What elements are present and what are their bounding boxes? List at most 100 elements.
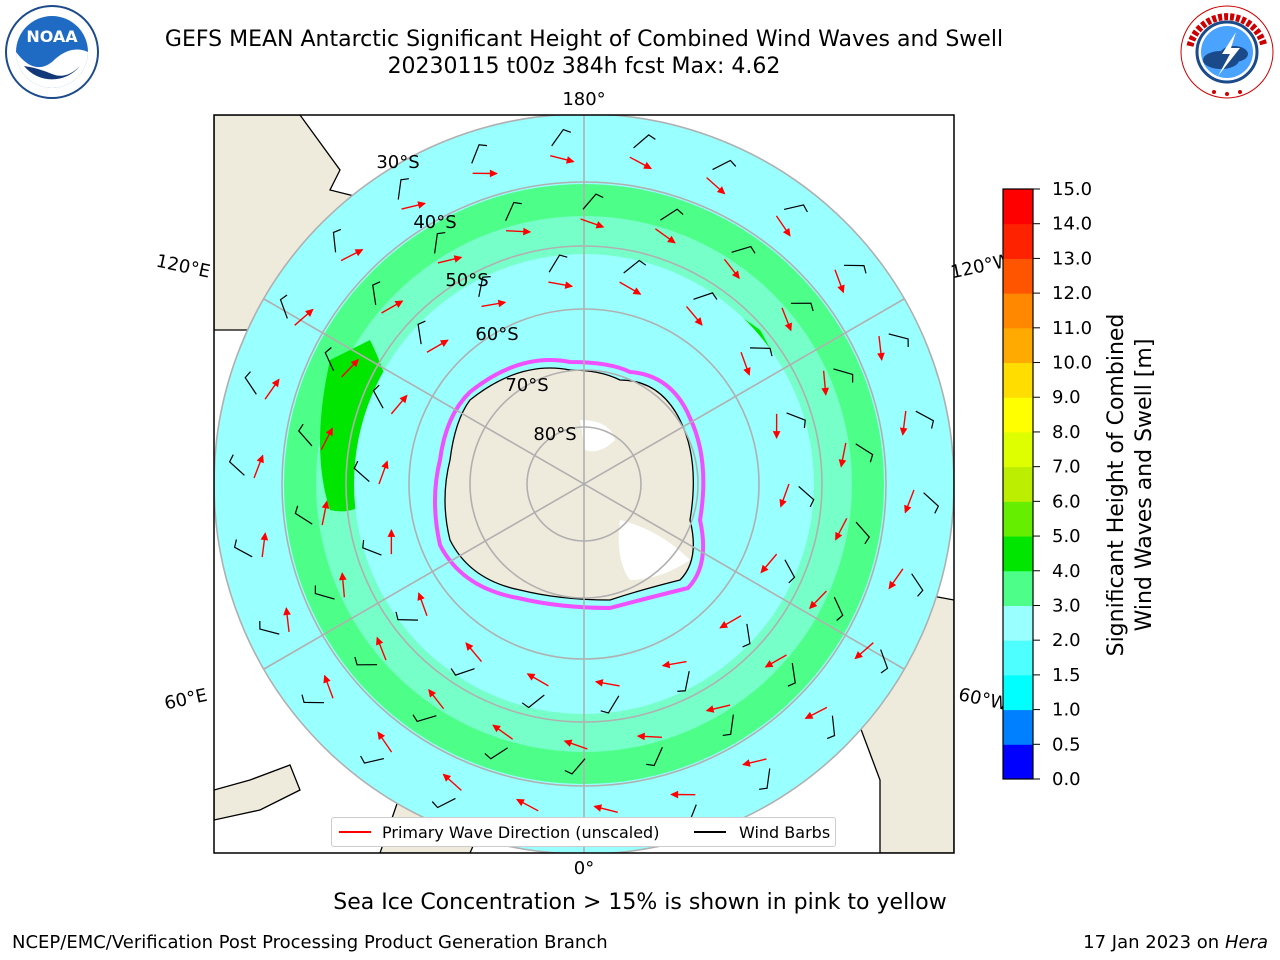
wave-arrow-head — [516, 798, 525, 807]
colorbar-tick-label: 4.0 — [1052, 561, 1081, 582]
colorbar-tick-label: 2.0 — [1052, 630, 1081, 651]
wind-barb — [434, 231, 446, 254]
colorbar-cell — [1003, 536, 1033, 572]
wave-arrow-head — [838, 459, 847, 468]
wave-arrow-head — [837, 284, 845, 294]
wind-barb — [564, 758, 586, 775]
wave-arrow-head — [661, 660, 671, 669]
colorbar-tick-label: 0.5 — [1052, 734, 1081, 755]
wind-barb — [712, 159, 737, 171]
wind-barb — [888, 333, 909, 347]
wind-barb — [471, 144, 488, 164]
wind-barb — [783, 204, 808, 213]
wind-barb — [677, 671, 690, 692]
wave-arrow-head — [523, 227, 532, 236]
wave-arrow-head — [376, 636, 384, 646]
wind-barb — [833, 596, 844, 621]
sea-ice-edge — [433, 358, 706, 611]
footer-date: 17 Jan 2023 on Hera — [1083, 932, 1268, 953]
wave-arrow-head — [417, 592, 425, 601]
wave-arrow-head — [705, 705, 715, 713]
colorbar-cell — [1003, 431, 1033, 468]
wave-arrow-head — [643, 161, 652, 170]
wind-barb — [600, 695, 620, 714]
wave-arrow-head — [399, 394, 408, 404]
wind-barb — [855, 521, 870, 545]
wind-barb — [301, 694, 325, 704]
wind-barb — [412, 714, 437, 723]
wind-barb — [582, 193, 604, 210]
wind-barb — [505, 201, 522, 221]
lat-label-40s: 40°S — [413, 212, 456, 233]
wave-arrow-head — [899, 427, 908, 436]
wave-arrow-head — [256, 454, 264, 464]
wind-barb — [826, 715, 836, 740]
nws-logo — [1180, 5, 1274, 99]
wind-barb — [372, 384, 384, 409]
colorbar-cell — [1003, 258, 1033, 294]
wind-barb — [372, 281, 381, 305]
wind-barb — [633, 134, 656, 149]
wave-arrow-head — [323, 674, 331, 684]
colorbar-tick-label: 12.0 — [1052, 283, 1092, 304]
wave-arrow-head — [782, 227, 791, 237]
wave-arrow-head — [670, 790, 679, 799]
wind-barb — [660, 208, 684, 221]
wave-arrow-head — [377, 731, 386, 741]
wave-arrow-head — [325, 427, 333, 437]
wind-barb — [833, 368, 854, 383]
wave-arrow-head — [809, 600, 818, 610]
wind-barb — [551, 128, 572, 147]
wind-barb — [259, 621, 280, 635]
colorbar-tick-label: 0.0 — [1052, 769, 1081, 790]
wind-barb — [855, 443, 874, 463]
colorbar-tick-label: 9.0 — [1052, 387, 1081, 408]
colorbar-tick-label: 1.5 — [1052, 665, 1081, 686]
colorbar-tick-label: 8.0 — [1052, 422, 1081, 443]
wind-barb — [353, 460, 370, 482]
chart-subtitle: 20230115 t00z 384h fcst Max: 4.62 — [387, 54, 781, 79]
wind-barb — [521, 694, 545, 709]
wind-barb — [233, 539, 253, 558]
wind-barb — [915, 410, 935, 429]
wave-arrow-head — [779, 498, 787, 508]
colorbar-cell — [1003, 570, 1033, 606]
svg-text:NOAA: NOAA — [26, 27, 78, 46]
wave-arrow-head — [636, 732, 645, 741]
wave-arrow-head — [565, 156, 575, 164]
wind-barb — [750, 347, 773, 357]
colorbar-tick-label: 7.0 — [1052, 457, 1081, 478]
legend-barb-label: Wind Barbs — [739, 823, 831, 842]
wave-arrow-head — [594, 679, 604, 687]
wave-arrow-head — [764, 660, 774, 668]
wave-arrow-head — [593, 804, 603, 812]
colorbar-cell — [1003, 466, 1033, 502]
colorbar-cell — [1003, 223, 1033, 259]
wave-arrow-head — [888, 580, 897, 590]
wind-barb — [228, 454, 245, 476]
wave-arrow-head — [760, 564, 769, 574]
colorbar-tick-label: 5.0 — [1052, 526, 1081, 547]
wave-arrow-head — [428, 688, 437, 698]
colorbar-tick-label: 13.0 — [1052, 248, 1092, 269]
wave-arrow-head — [453, 255, 463, 263]
colorbar-label: Significant Height of Combined Wind Wave… — [1104, 313, 1157, 657]
wind-barb — [786, 412, 806, 429]
wind-barb — [784, 559, 796, 584]
wave-arrow-head — [321, 500, 330, 509]
wave-arrow-head — [354, 249, 364, 257]
colorbar-tick-label: 1.0 — [1052, 700, 1081, 721]
wind-barb — [923, 492, 940, 514]
wave-arrow-head — [260, 532, 269, 541]
legend: Primary Wave Direction (unscaled) Wind B… — [331, 817, 836, 847]
wind-barb — [742, 623, 751, 648]
colorbar-tick-label: 15.0 — [1052, 179, 1092, 200]
wind-barb — [798, 486, 815, 508]
footer-date-text: 17 Jan 2023 on — [1083, 932, 1225, 953]
wave-arrow-head — [904, 504, 912, 514]
wind-barb — [548, 254, 568, 273]
wind-barb — [693, 292, 718, 300]
wind-barb — [360, 755, 385, 764]
wave-arrow-head — [394, 300, 404, 308]
